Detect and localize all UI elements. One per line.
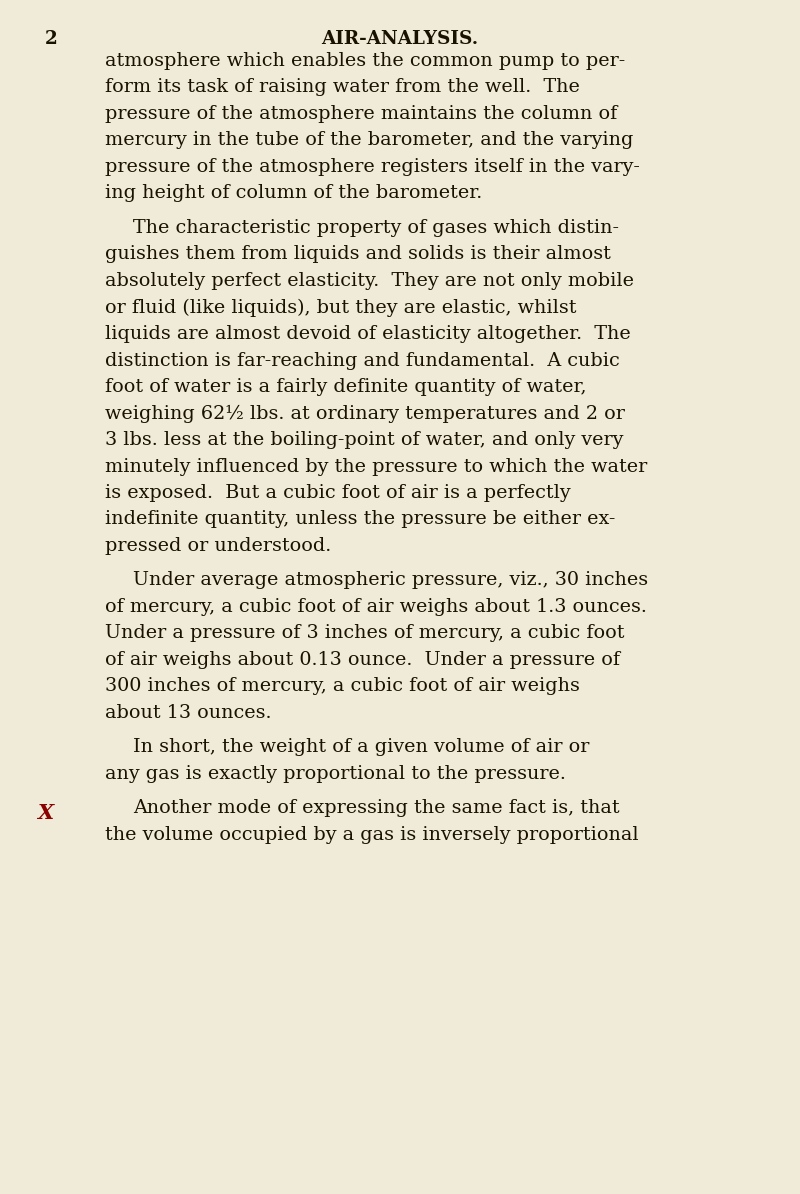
Text: Another mode of expressing the same fact is, that: Another mode of expressing the same fact… (133, 800, 620, 818)
Text: pressure of the atmosphere maintains the column of: pressure of the atmosphere maintains the… (105, 105, 618, 123)
Text: The characteristic property of gases which distin-: The characteristic property of gases whi… (133, 219, 619, 236)
Text: ing height of column of the barometer.: ing height of column of the barometer. (105, 185, 482, 203)
Text: minutely influenced by the pressure to which the water: minutely influenced by the pressure to w… (105, 457, 647, 475)
Text: weighing 62½ lbs. at ordinary temperatures and 2 or: weighing 62½ lbs. at ordinary temperatur… (105, 405, 625, 423)
Text: guishes them from liquids and solids is their almost: guishes them from liquids and solids is … (105, 246, 611, 264)
Text: about 13 ounces.: about 13 ounces. (105, 704, 271, 722)
Text: pressure of the atmosphere registers itself in the vary-: pressure of the atmosphere registers its… (105, 158, 640, 176)
Text: absolutely perfect elasticity.  They are not only mobile: absolutely perfect elasticity. They are … (105, 272, 634, 290)
Text: 300 inches of mercury, a cubic foot of air weighs: 300 inches of mercury, a cubic foot of a… (105, 677, 580, 695)
Text: is exposed.  But a cubic foot of air is a perfectly: is exposed. But a cubic foot of air is a… (105, 484, 570, 501)
Text: the volume occupied by a gas is inversely proportional: the volume occupied by a gas is inversel… (105, 826, 638, 844)
Text: foot of water is a fairly definite quantity of water,: foot of water is a fairly definite quant… (105, 378, 586, 396)
Text: Under average atmospheric pressure, viz., 30 inches: Under average atmospheric pressure, viz.… (133, 572, 648, 590)
Text: 2: 2 (45, 30, 58, 48)
Text: liquids are almost devoid of elasticity altogether.  The: liquids are almost devoid of elasticity … (105, 325, 630, 343)
Text: 3 lbs. less at the boiling-point of water, and only very: 3 lbs. less at the boiling-point of wate… (105, 431, 623, 449)
Text: indefinite quantity, unless the pressure be either ex-: indefinite quantity, unless the pressure… (105, 511, 615, 529)
Text: or fluid (like liquids), but they are elastic, whilst: or fluid (like liquids), but they are el… (105, 298, 577, 316)
Text: X: X (37, 802, 53, 823)
Text: form its task of raising water from the well.  The: form its task of raising water from the … (105, 79, 580, 97)
Text: pressed or understood.: pressed or understood. (105, 537, 331, 555)
Text: any gas is exactly proportional to the pressure.: any gas is exactly proportional to the p… (105, 765, 566, 783)
Text: distinction is far-reaching and fundamental.  A cubic: distinction is far-reaching and fundamen… (105, 351, 620, 369)
Text: atmosphere which enables the common pump to per-: atmosphere which enables the common pump… (105, 53, 626, 70)
Text: mercury in the tube of the barometer, and the varying: mercury in the tube of the barometer, an… (105, 131, 634, 149)
Text: of air weighs about 0.13 ounce.  Under a pressure of: of air weighs about 0.13 ounce. Under a … (105, 651, 620, 669)
Text: Under a pressure of 3 inches of mercury, a cubic foot: Under a pressure of 3 inches of mercury,… (105, 624, 625, 642)
Text: AIR-ANALYSIS.: AIR-ANALYSIS. (322, 30, 478, 48)
Text: In short, the weight of a given volume of air or: In short, the weight of a given volume o… (133, 739, 590, 757)
Text: of mercury, a cubic foot of air weighs about 1.3 ounces.: of mercury, a cubic foot of air weighs a… (105, 598, 647, 616)
